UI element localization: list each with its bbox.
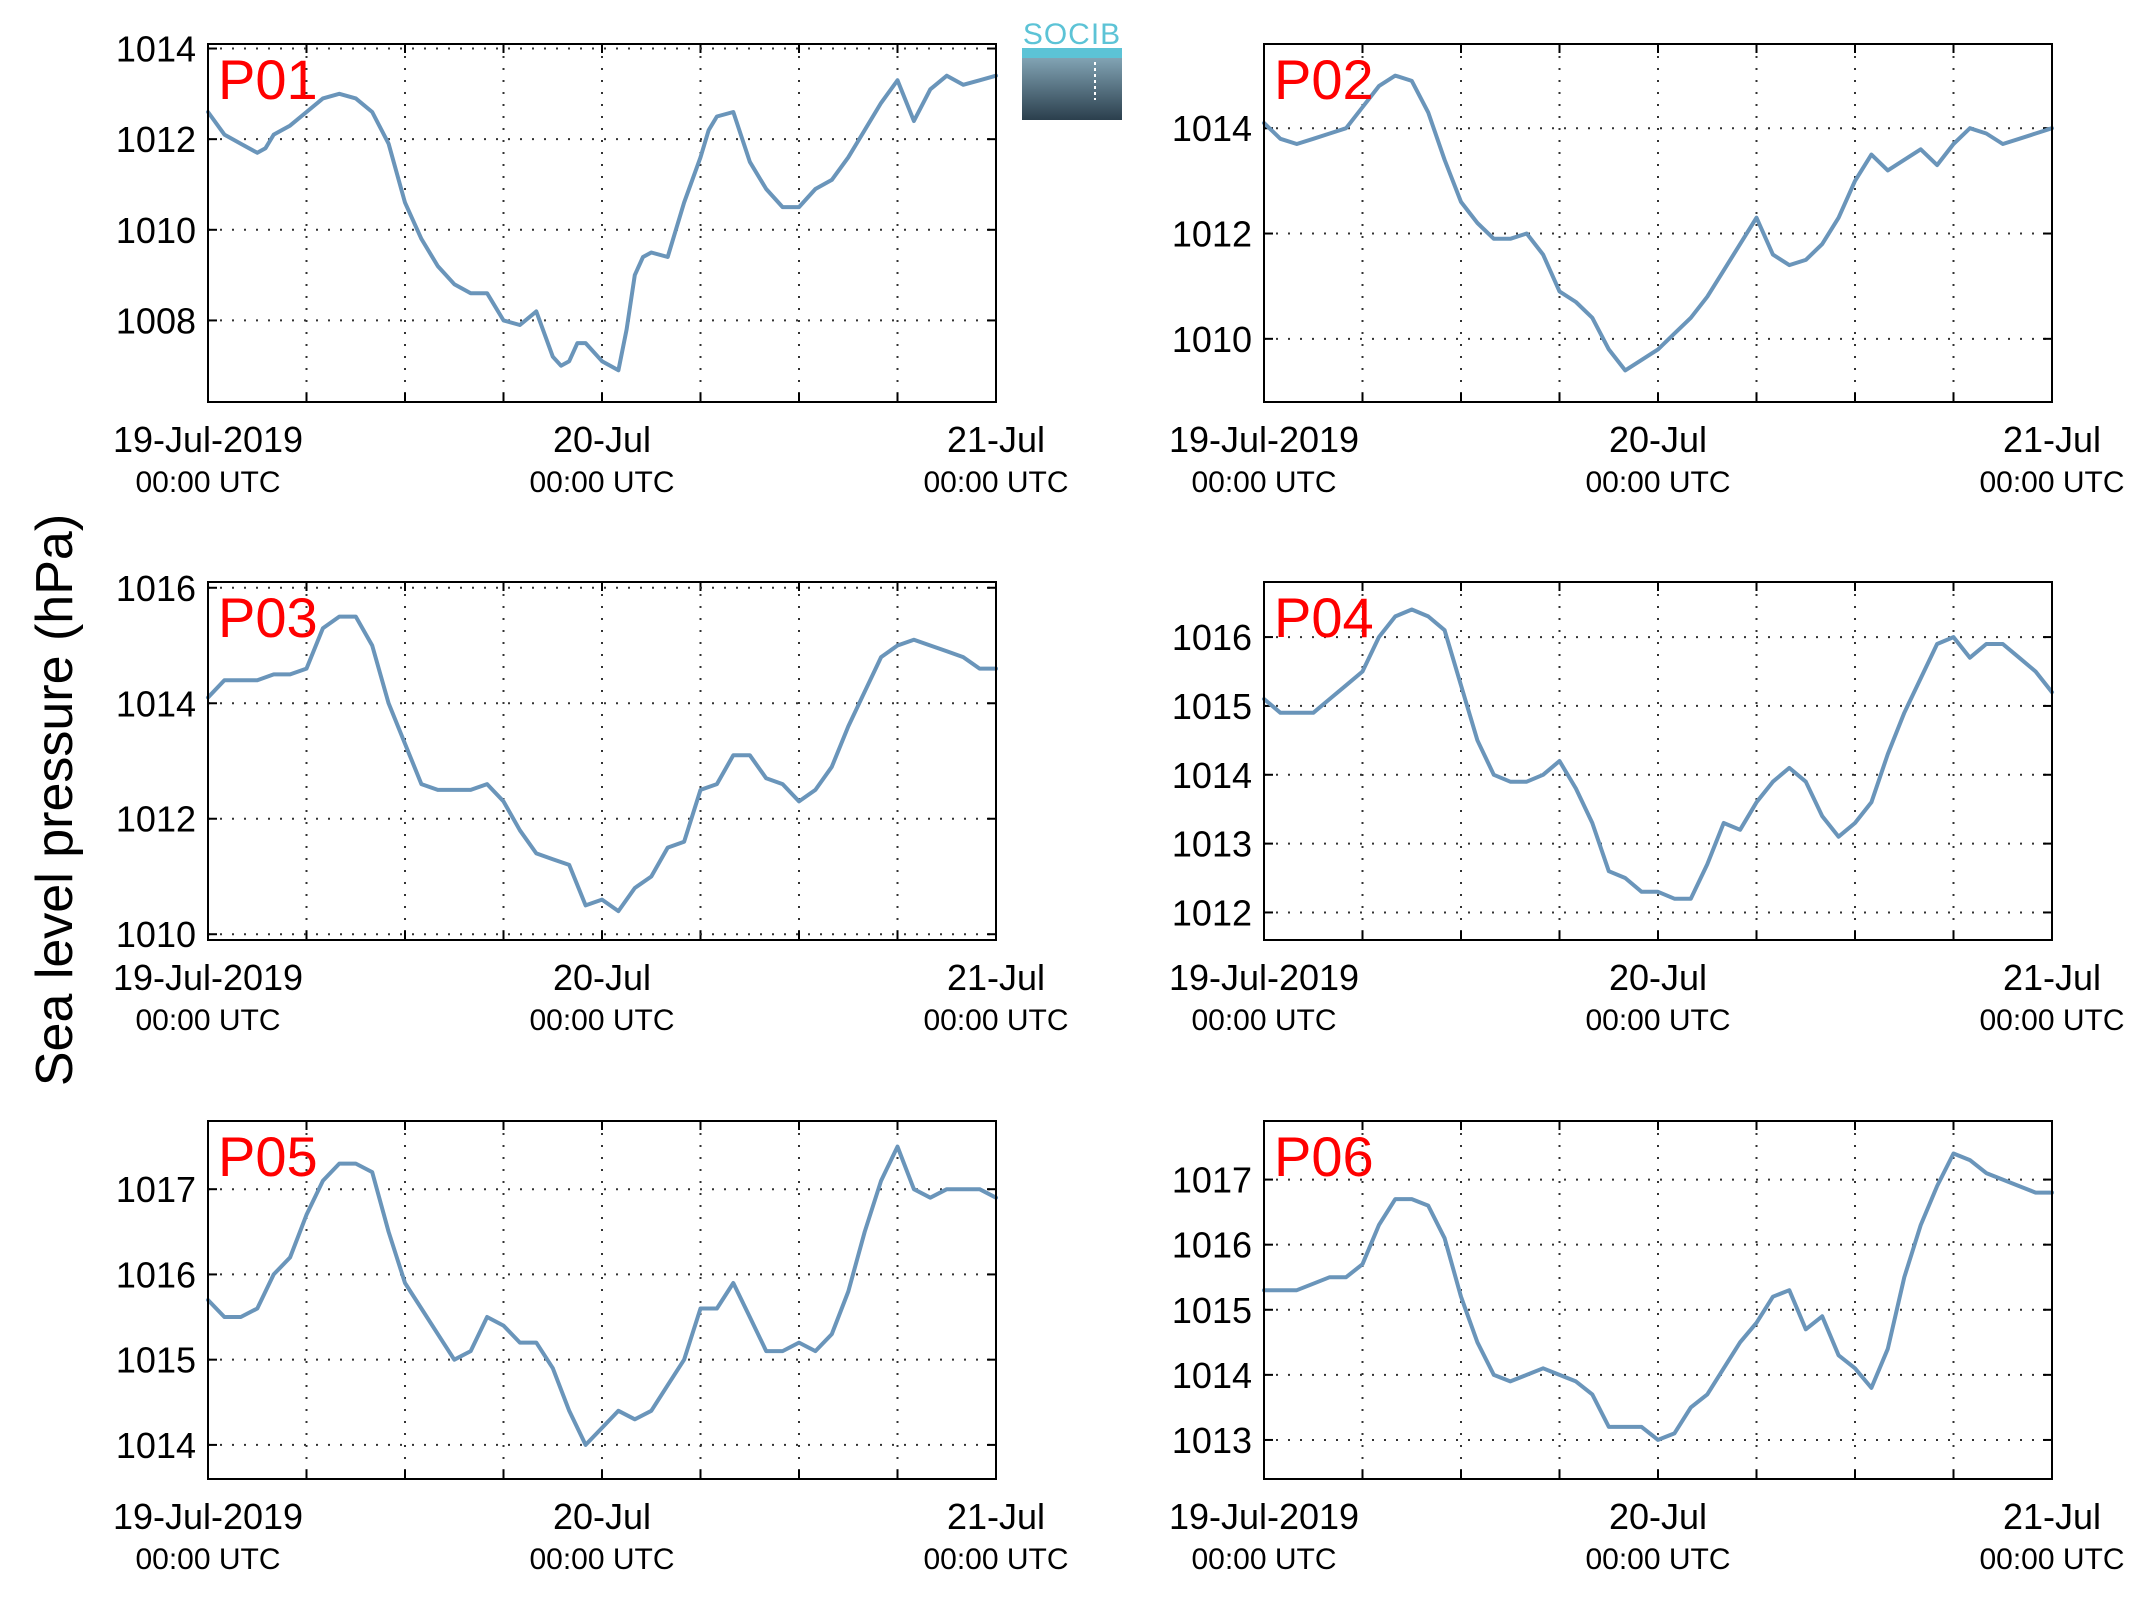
y-tick-label: 1012 [116, 799, 196, 840]
plot-area [208, 1121, 996, 1479]
panel-p04: 1012 1013 1014 1015 1016 P04 19-Jul-2019 00:00 … [1169, 581, 2125, 1037]
logo-block [1022, 48, 1122, 120]
series-line [1262, 1151, 2054, 1442]
x-tick-time-label: 00:00 UTC [1585, 1004, 1730, 1037]
x-tick-time-label: 00:00 UTC [135, 1004, 280, 1037]
x-tick-label: 20-Jul [1609, 1496, 1707, 1537]
panel-label: P03 [218, 586, 318, 649]
x-tick-label: 20-Jul [1609, 419, 1707, 460]
x-tick-time-label: 00:00 UTC [923, 466, 1068, 499]
y-tick-label: 1013 [1172, 824, 1252, 865]
y-tick-label: 1016 [1172, 617, 1252, 658]
y-tick-label: 1013 [1172, 1420, 1252, 1461]
y-tick-label: 1017 [1172, 1160, 1252, 1201]
logo-text: SOCIB [1023, 18, 1121, 51]
x-tick-label: 20-Jul [553, 419, 651, 460]
y-tick-label: 1015 [1172, 1290, 1252, 1331]
x-tick-label: 21-Jul [947, 1496, 1045, 1537]
panel-p05: 1014 1015 1016 1017 P05 19-Jul-2019 00:00 UTC 2… [113, 1120, 1069, 1576]
x-tick-label: 21-Jul [2003, 419, 2101, 460]
y-tick-label: 1014 [116, 29, 196, 70]
x-tick-time-label: 00:00 UTC [1585, 1543, 1730, 1576]
x-tick-label: 19-Jul-2019 [1169, 1496, 1359, 1537]
socib-logo: SOCIB [1022, 18, 1122, 120]
series-line [1262, 73, 2054, 373]
x-tick-time-label: 00:00 UTC [1979, 1543, 2124, 1576]
x-tick-label: 21-Jul [947, 419, 1045, 460]
x-tick-time-label: 00:00 UTC [1585, 466, 1730, 499]
series-line [206, 1144, 998, 1447]
series-line [206, 614, 998, 914]
x-tick-label: 19-Jul-2019 [113, 957, 303, 998]
x-tick-time-label: 00:00 UTC [923, 1543, 1068, 1576]
panel-p02: 1010 1012 1014 P02 19-Jul-2019 00:00 UTC 20-Ju… [1169, 43, 2125, 499]
plot-area [208, 582, 996, 940]
axes-frame [1263, 43, 2053, 403]
x-tick-time-label: 00:00 UTC [1191, 1004, 1336, 1037]
y-tick-label: 1008 [116, 300, 196, 341]
panel-label: P01 [218, 48, 318, 111]
x-tick-time-label: 00:00 UTC [529, 466, 674, 499]
y-tick-label: 1014 [1172, 755, 1252, 796]
y-tick-label: 1014 [1172, 1355, 1252, 1396]
y-tick-label: 1014 [1172, 108, 1252, 149]
x-tick-label: 20-Jul [1609, 957, 1707, 998]
x-tick-label: 21-Jul [2003, 1496, 2101, 1537]
x-tick-label: 19-Jul-2019 [113, 1496, 303, 1537]
x-tick-label: 19-Jul-2019 [113, 419, 303, 460]
panel-label: P02 [1274, 48, 1374, 111]
x-tick-time-label: 00:00 UTC [529, 1543, 674, 1576]
x-tick-label: 20-Jul [553, 957, 651, 998]
y-tick-label: 1012 [1172, 892, 1252, 933]
y-tick-label: 1010 [116, 914, 196, 955]
x-tick-time-label: 00:00 UTC [1191, 466, 1336, 499]
x-tick-label: 21-Jul [947, 957, 1045, 998]
plot-area [208, 44, 996, 402]
panel-p01: 1008 1010 1012 1014 P01 19-Jul-2019 00:00 UTC 2… [113, 29, 1069, 499]
x-tick-label: 19-Jul-2019 [1169, 957, 1359, 998]
logo-wave [1022, 48, 1122, 58]
x-tick-time-label: 00:00 UTC [529, 1004, 674, 1037]
y-axis-label: Sea level pressure (hPa) [26, 514, 84, 1086]
series-line [1262, 607, 2054, 901]
x-tick-label: 21-Jul [2003, 957, 2101, 998]
panel-label: P04 [1274, 586, 1374, 649]
y-tick-label: 1014 [116, 683, 196, 724]
panel-label: P06 [1274, 1125, 1374, 1188]
y-tick-label: 1016 [116, 568, 196, 609]
y-tick-label: 1010 [1172, 319, 1252, 360]
axes-frame [207, 1120, 997, 1480]
axes-frame [1263, 581, 2053, 941]
axes-frame [1263, 1120, 2053, 1480]
y-tick-label: 1014 [116, 1425, 196, 1466]
y-tick-label: 1012 [1172, 214, 1252, 255]
axes-frame [207, 581, 997, 941]
x-tick-time-label: 00:00 UTC [1191, 1543, 1336, 1576]
x-tick-time-label: 00:00 UTC [1979, 1004, 2124, 1037]
x-tick-label: 20-Jul [553, 1496, 651, 1537]
y-tick-label: 1016 [1172, 1225, 1252, 1266]
x-tick-time-label: 00:00 UTC [135, 466, 280, 499]
axes-frame [207, 43, 997, 403]
panel-p03: 1010 1012 1014 1016 P03 19-Jul-2019 00:00 UTC 2… [113, 568, 1069, 1037]
x-tick-time-label: 00:00 UTC [923, 1004, 1068, 1037]
y-tick-label: 1010 [116, 210, 196, 251]
plot-area [1264, 1121, 2052, 1479]
plot-area [1264, 44, 2052, 402]
x-tick-time-label: 00:00 UTC [135, 1543, 280, 1576]
series-line [206, 73, 998, 373]
plot-area [1264, 582, 2052, 940]
y-tick-label: 1012 [116, 119, 196, 160]
chart-panels: 1008 1010 1012 1014 P01 19-Jul-2019 00:00 UTC 2… [113, 29, 2125, 1576]
x-tick-time-label: 00:00 UTC [1979, 466, 2124, 499]
y-tick-label: 1015 [116, 1340, 196, 1381]
panel-p06: 1013 1014 1015 1016 1017 P06 19-Jul-2019 00:00 … [1169, 1120, 2125, 1576]
x-tick-label: 19-Jul-2019 [1169, 419, 1359, 460]
panel-label: P05 [218, 1125, 318, 1188]
y-tick-label: 1016 [116, 1254, 196, 1295]
y-tick-label: 1017 [116, 1169, 196, 1210]
y-tick-label: 1015 [1172, 686, 1252, 727]
